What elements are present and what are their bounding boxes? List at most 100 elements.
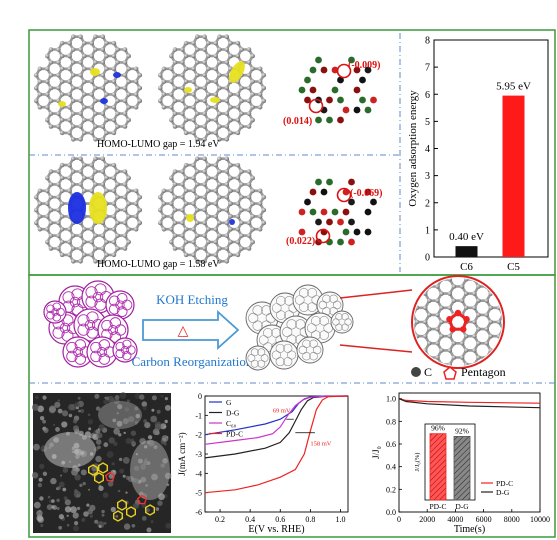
carbon-atom bbox=[217, 220, 222, 226]
carbon-atom bbox=[427, 270, 432, 275]
charge-atom bbox=[331, 66, 339, 74]
carbon-atom bbox=[183, 117, 189, 123]
carbon-atom bbox=[402, 327, 407, 332]
annotation-label: 69 mV bbox=[273, 407, 291, 414]
carbon-atom bbox=[100, 233, 106, 238]
carbon-atom bbox=[89, 104, 94, 110]
legend-label: D-G bbox=[226, 409, 240, 418]
carbon-atom bbox=[59, 201, 65, 206]
carbon-atom bbox=[191, 162, 196, 168]
carbon-atom bbox=[45, 201, 50, 206]
carbon-atom bbox=[476, 298, 481, 303]
carbon-atom bbox=[452, 270, 457, 275]
carbon-atom bbox=[126, 79, 131, 84]
carbon-atom bbox=[206, 92, 211, 97]
carbon-atom bbox=[402, 341, 407, 346]
x-tick-label: 10000 bbox=[530, 515, 550, 524]
carbon-atom bbox=[246, 182, 252, 187]
carbon-atom bbox=[202, 169, 207, 174]
carbon-atom bbox=[59, 130, 65, 136]
carbon-atom bbox=[169, 226, 174, 232]
zoom-circle-border bbox=[411, 275, 505, 369]
carbon-cage bbox=[269, 340, 299, 370]
carbon-atom bbox=[228, 162, 233, 168]
carbon-atom bbox=[104, 188, 109, 194]
carbon-atom bbox=[115, 47, 120, 52]
carbon-atom bbox=[172, 233, 178, 238]
carbon-atom bbox=[59, 92, 65, 97]
carbon-atom bbox=[513, 320, 518, 325]
carbon-atom bbox=[93, 246, 98, 251]
hexagon-overlay bbox=[87, 464, 99, 476]
carbon-atom bbox=[239, 47, 244, 52]
carbon-atom bbox=[250, 66, 255, 72]
carbon-atom bbox=[59, 214, 65, 219]
carbon-atom bbox=[250, 175, 255, 181]
fullerene bbox=[105, 290, 135, 320]
carbon-atom bbox=[257, 188, 263, 194]
carbon-atom bbox=[33, 194, 39, 200]
carbon-atom bbox=[206, 66, 211, 72]
carbon-atom bbox=[194, 47, 200, 52]
carbon-atom bbox=[509, 284, 514, 289]
charge-atom bbox=[315, 178, 322, 186]
carbon-atom bbox=[257, 226, 263, 232]
carbon-atom bbox=[228, 214, 233, 219]
carbon-atom bbox=[402, 298, 407, 303]
carbon-atom bbox=[224, 182, 230, 187]
carbon-atom bbox=[93, 233, 98, 238]
carbon-atom bbox=[33, 72, 39, 78]
carbon-atom bbox=[37, 92, 43, 97]
carbon-atom bbox=[235, 92, 241, 97]
carbon-atom bbox=[59, 117, 65, 123]
hexagon-overlay bbox=[116, 499, 128, 511]
carbon-atom bbox=[59, 66, 65, 72]
carbon-atom bbox=[500, 284, 502, 289]
carbon-atom bbox=[169, 104, 174, 110]
carbon-atom bbox=[104, 175, 109, 181]
carbon-atom bbox=[104, 92, 109, 97]
carbon-atom bbox=[224, 47, 230, 52]
carbon-atom bbox=[194, 85, 200, 91]
carbon-atom bbox=[224, 156, 230, 162]
carbon-atom bbox=[194, 220, 200, 226]
carbon-atom bbox=[122, 246, 128, 251]
charge-map-bottom bbox=[298, 178, 377, 246]
carbon-atom bbox=[93, 98, 98, 104]
carbon-atom bbox=[169, 175, 174, 181]
carbon-atom bbox=[45, 79, 50, 84]
charge-atom bbox=[364, 208, 372, 216]
carbon-atom bbox=[115, 98, 120, 104]
carbon-atom bbox=[402, 313, 407, 318]
inset-bar-pd-c bbox=[429, 433, 447, 501]
charge-atom bbox=[315, 116, 322, 124]
carbon-atom bbox=[78, 124, 83, 129]
carbon-atom bbox=[239, 220, 244, 226]
charge-atom bbox=[342, 228, 350, 236]
carbon-atom bbox=[172, 207, 178, 213]
carbon-atom bbox=[122, 72, 128, 78]
carbon-atom bbox=[82, 66, 87, 72]
carbon-atom bbox=[104, 117, 109, 123]
carbon-atom bbox=[194, 194, 200, 200]
carbon-atom bbox=[183, 239, 189, 245]
carbon-atom bbox=[206, 79, 211, 84]
carbon-atom bbox=[239, 124, 244, 129]
carbon-atom bbox=[100, 60, 106, 65]
carbon-atom bbox=[104, 239, 109, 245]
carbon-atom bbox=[137, 85, 143, 91]
carbon-atom bbox=[78, 182, 83, 187]
carbon-atom bbox=[48, 72, 54, 78]
carbon-atom bbox=[191, 188, 196, 194]
carbon-atom bbox=[484, 326, 490, 332]
carbon-atom bbox=[70, 136, 76, 142]
carbon-atom bbox=[115, 111, 120, 116]
carbon-atom bbox=[257, 104, 263, 110]
charge-atom bbox=[370, 96, 377, 104]
carbon-atom bbox=[213, 104, 218, 110]
gap-top-label: HOMO-LUMO gap = 1.94 eV bbox=[97, 139, 220, 150]
carbon-atom bbox=[37, 226, 43, 232]
carbon-atom bbox=[133, 214, 139, 219]
carbon-atom bbox=[246, 98, 252, 104]
carbon-atom bbox=[228, 175, 233, 181]
